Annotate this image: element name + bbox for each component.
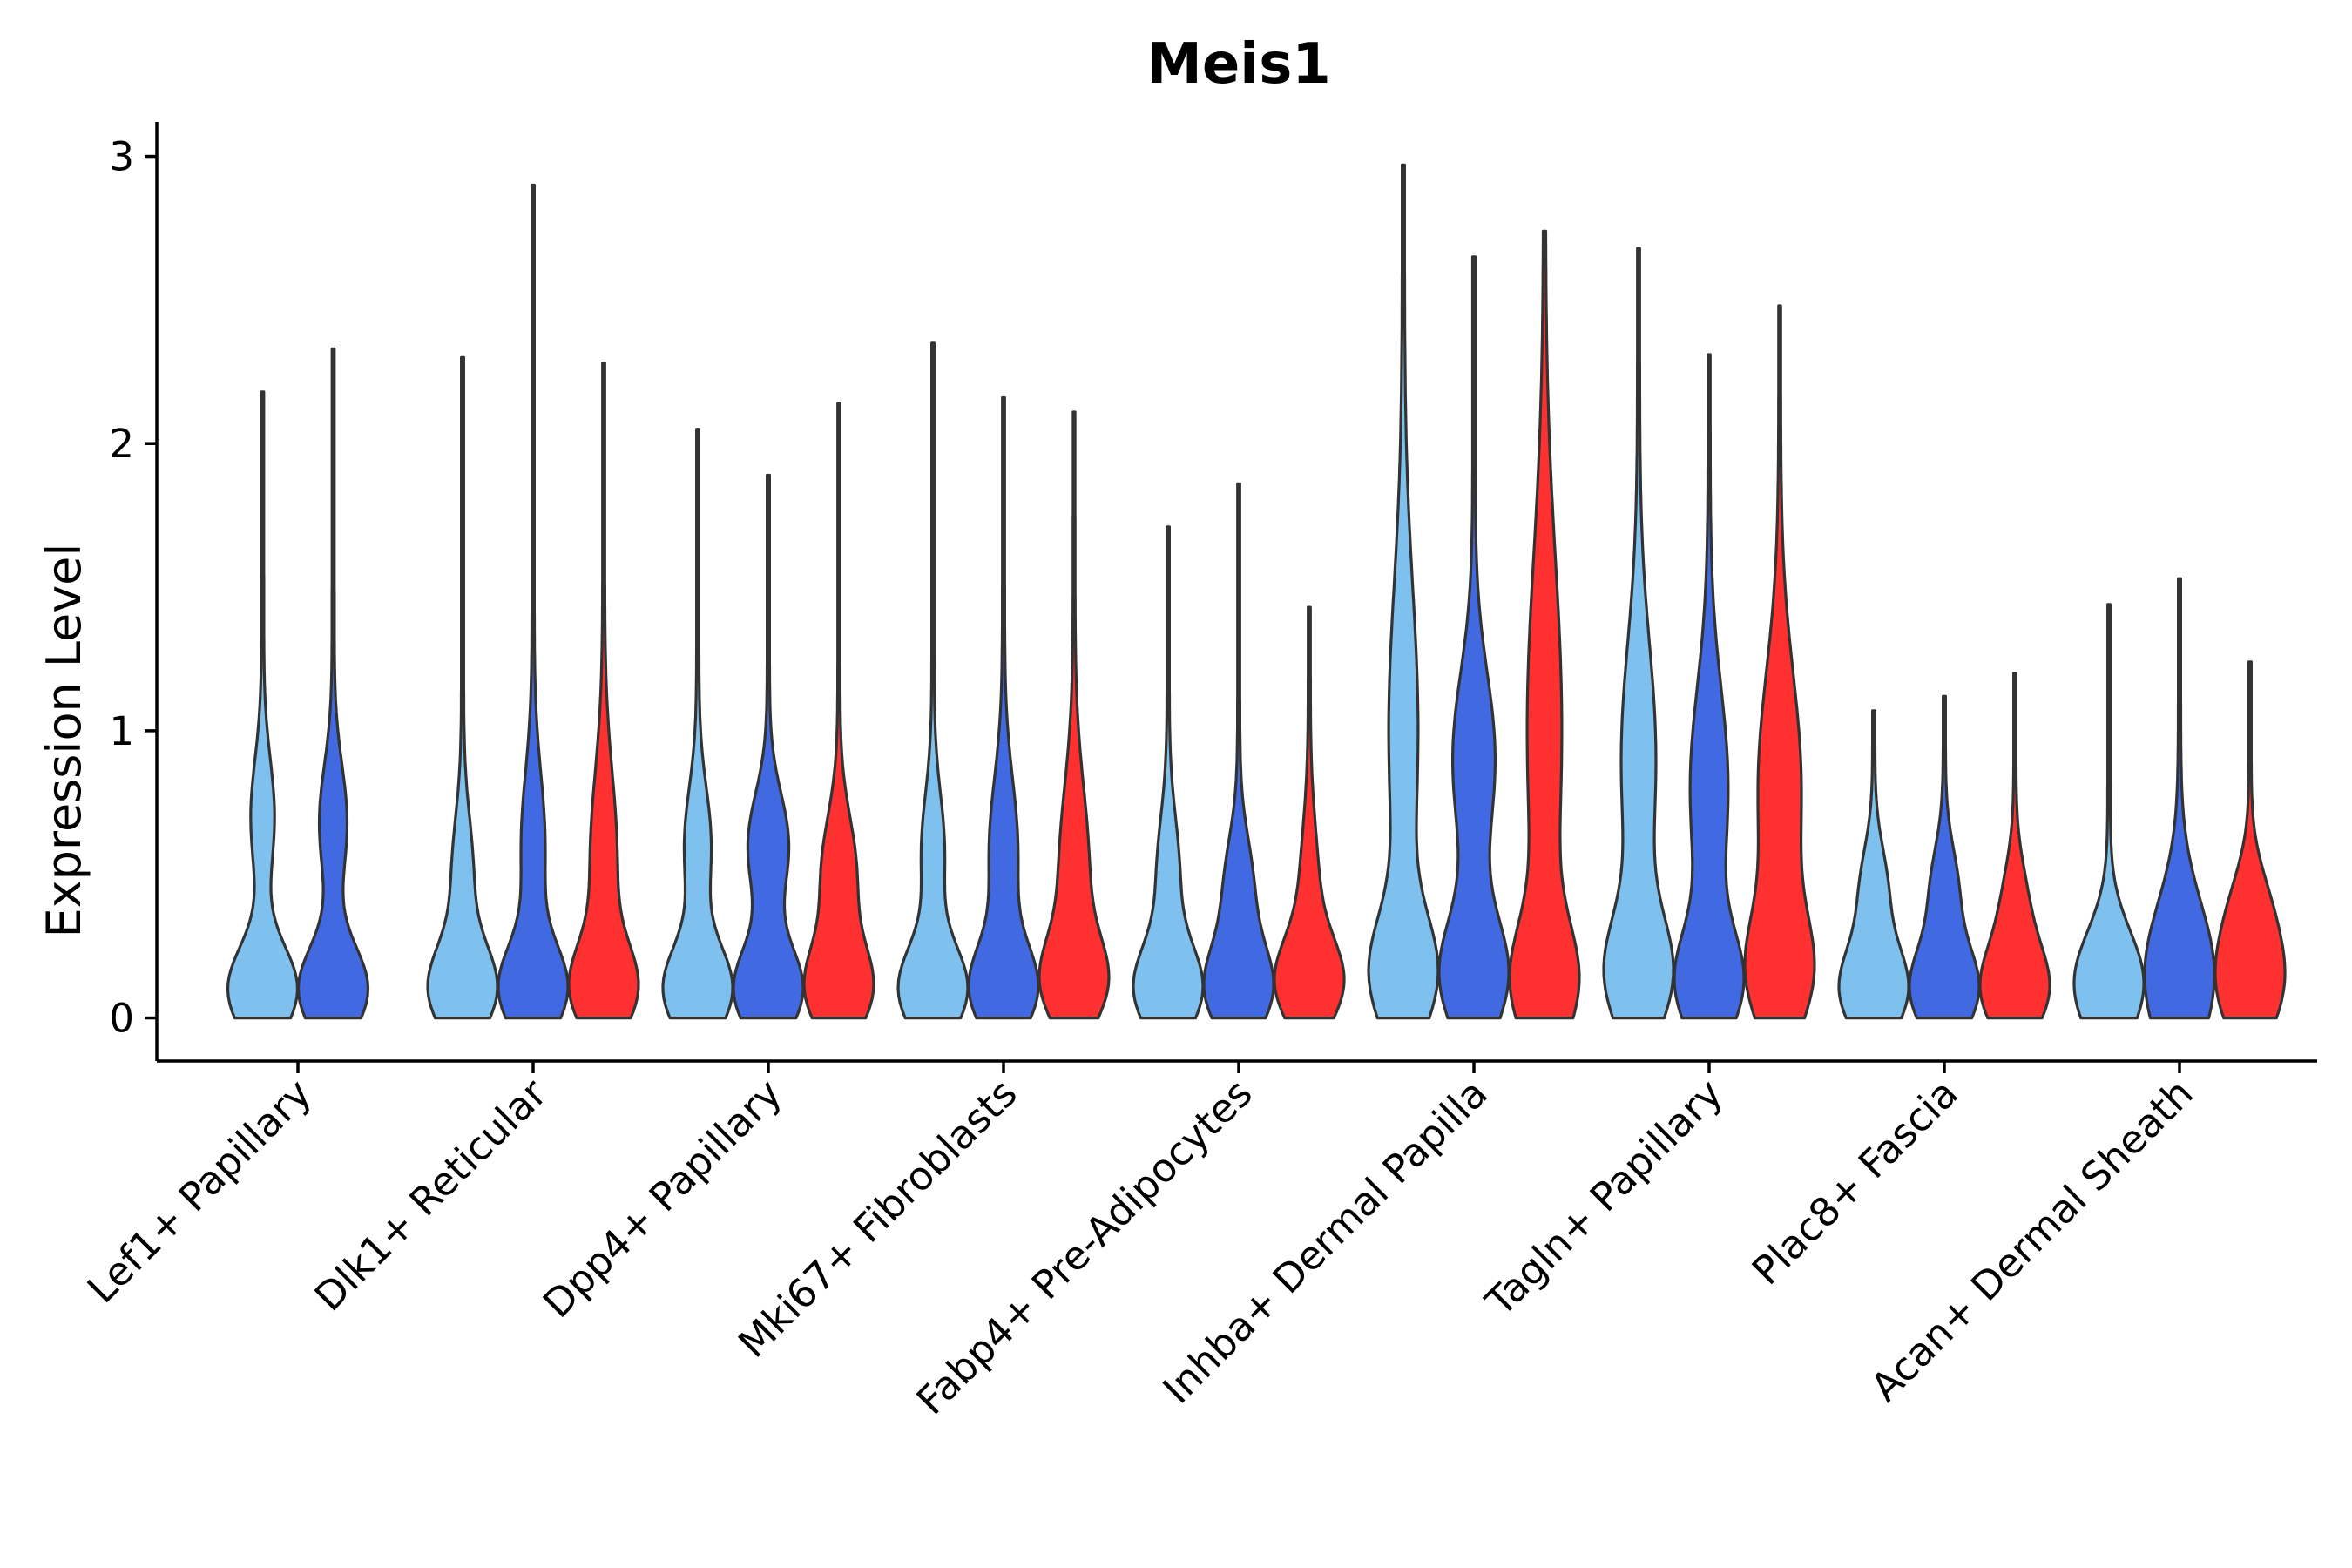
violin-mki67-fibroblasts-red: [1037, 410, 1111, 1020]
violin-dpp4-papillary-light: [661, 428, 734, 1020]
violin-tagln-papillary-mid: [1673, 353, 1746, 1020]
x-tick-label: Dpp4+ Papillary: [534, 1070, 791, 1327]
violin-lef1-papillary-light: [226, 390, 300, 1020]
violin-acan-dermal-sheath-red: [2213, 660, 2287, 1020]
y-axis-label: Expression Level: [37, 544, 91, 938]
violin-dlk1-reticular-mid: [497, 183, 570, 1020]
axes: [155, 122, 2317, 1063]
y-ticks: 0 1 2 3: [109, 134, 157, 1042]
violin-layer: [226, 163, 2287, 1020]
violin-plac8-fascia-light: [1837, 709, 1910, 1020]
violin-plac8-fascia-red: [1978, 672, 2051, 1020]
violin-dpp4-papillary-mid: [732, 473, 805, 1020]
violin-acan-dermal-sheath-light: [2072, 603, 2146, 1020]
x-tick-label: Lef1+ Papillary: [78, 1070, 321, 1312]
y-tick-label: 1: [109, 708, 134, 754]
x-tick-label: Plac8+ Fascia: [1743, 1070, 1967, 1294]
violin-inhba-dermal-papilla-red: [1508, 229, 1581, 1020]
violin-plac8-fascia-mid: [1908, 694, 1981, 1020]
violin-fabp4-pre-adipocytes-mid: [1202, 482, 1275, 1020]
violin-inhba-dermal-papilla-mid: [1437, 255, 1511, 1020]
violin-dlk1-reticular-light: [426, 355, 499, 1020]
x-tick-label: Tagln+ Papillary: [1477, 1070, 1732, 1325]
violin-acan-dermal-sheath-mid: [2143, 577, 2216, 1020]
x-tick-label: Dlk1+ Reticular: [306, 1070, 556, 1320]
violin-fabp4-pre-adipocytes-red: [1273, 605, 1346, 1020]
violin-inhba-dermal-papilla-light: [1367, 163, 1440, 1020]
violin-mki67-fibroblasts-light: [896, 341, 970, 1020]
violin-fabp4-pre-adipocytes-light: [1132, 525, 1205, 1020]
violin-lef1-papillary-mid: [296, 347, 370, 1020]
violin-tagln-papillary-red: [1743, 304, 1816, 1020]
violin-tagln-papillary-light: [1602, 247, 1675, 1020]
violin-mki67-fibroblasts-mid: [967, 395, 1040, 1020]
y-tick-label: 0: [109, 996, 134, 1042]
y-tick-label: 3: [109, 134, 134, 180]
violin-dlk1-reticular-red: [567, 362, 640, 1020]
violin-dpp4-papillary-red: [802, 402, 875, 1020]
y-tick-label: 2: [109, 421, 134, 467]
chart-title: Meis1: [1146, 32, 1331, 97]
